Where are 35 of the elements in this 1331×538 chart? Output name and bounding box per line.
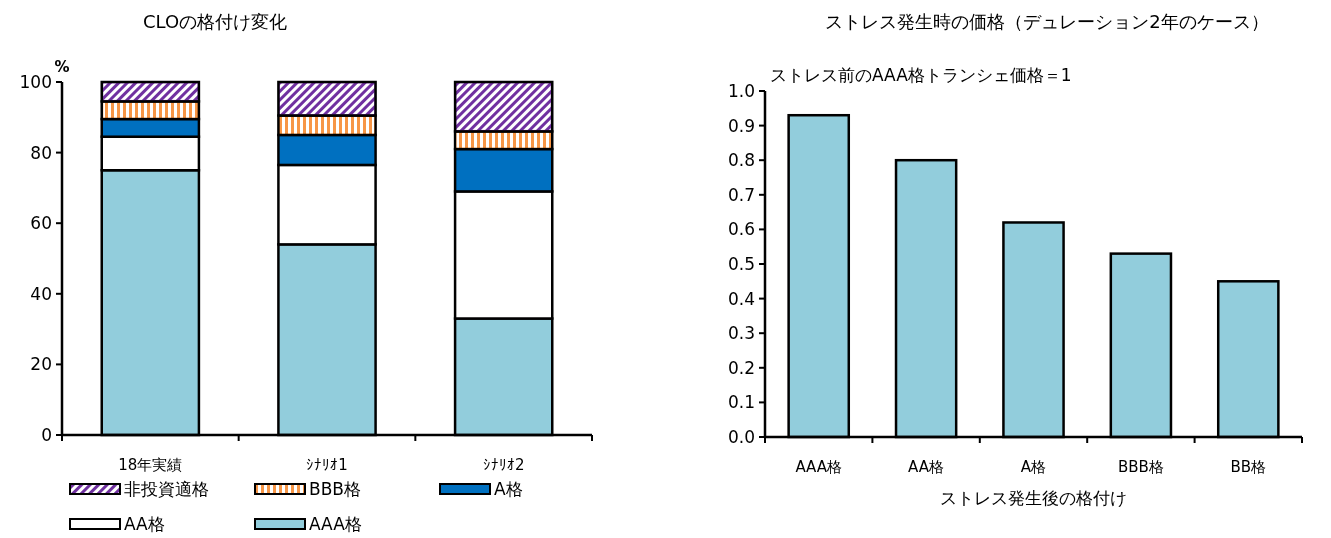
x-tick-label: AAA格: [795, 458, 843, 476]
x-tick-label: BBB格: [1117, 458, 1164, 476]
y-tick-label: 0.3: [727, 323, 755, 344]
x-axis-title: ストレス発生後の格付け: [940, 488, 1127, 508]
y-tick-label: 0.7: [727, 184, 755, 205]
y-tick-label: 60: [30, 213, 52, 234]
y-tick-label: 0: [41, 425, 52, 445]
y-tick-label: 40: [30, 283, 52, 304]
x-tick-label: ｼﾅﾘｵ2: [482, 456, 525, 474]
legend-label: AAA格: [309, 514, 362, 534]
x-tick-label: BB格: [1230, 458, 1267, 476]
y-tick-label: 0.5: [727, 254, 755, 274]
y-tick-label: 0.8: [727, 150, 755, 171]
legend-label: BBB格: [309, 479, 361, 499]
chart-title: ストレス発生時の価格（デュレーション2年のケース）: [825, 11, 1269, 32]
chart-title: CLOの格付け変化: [142, 11, 288, 32]
y-tick-label: 1.0: [727, 81, 755, 101]
y-axis-title: %: [54, 58, 70, 76]
legend-label: 非投資適格: [124, 479, 209, 499]
legend-label: AA格: [124, 514, 165, 534]
text: ストレス前のAAA格トランシェ価格＝1: [770, 65, 1072, 85]
y-tick-label: 0.9: [727, 115, 755, 136]
y-tick-label: 0.0: [727, 427, 755, 447]
y-tick-label: 0.2: [727, 357, 755, 378]
y-tick-label: 100: [19, 72, 52, 92]
legend-label: A格: [494, 479, 523, 499]
x-tick-label: ｼﾅﾘｵ1: [306, 456, 348, 474]
y-tick-label: 0.1: [727, 392, 755, 413]
y-tick-label: 0.4: [727, 288, 755, 309]
y-tick-label: 0.6: [727, 219, 755, 240]
y-tick-label: 80: [30, 142, 52, 163]
x-tick-label: AA格: [908, 458, 945, 476]
x-tick-label: 18年実績: [118, 456, 183, 474]
y-tick-label: 20: [30, 354, 52, 375]
x-tick-label: A格: [1020, 458, 1047, 476]
